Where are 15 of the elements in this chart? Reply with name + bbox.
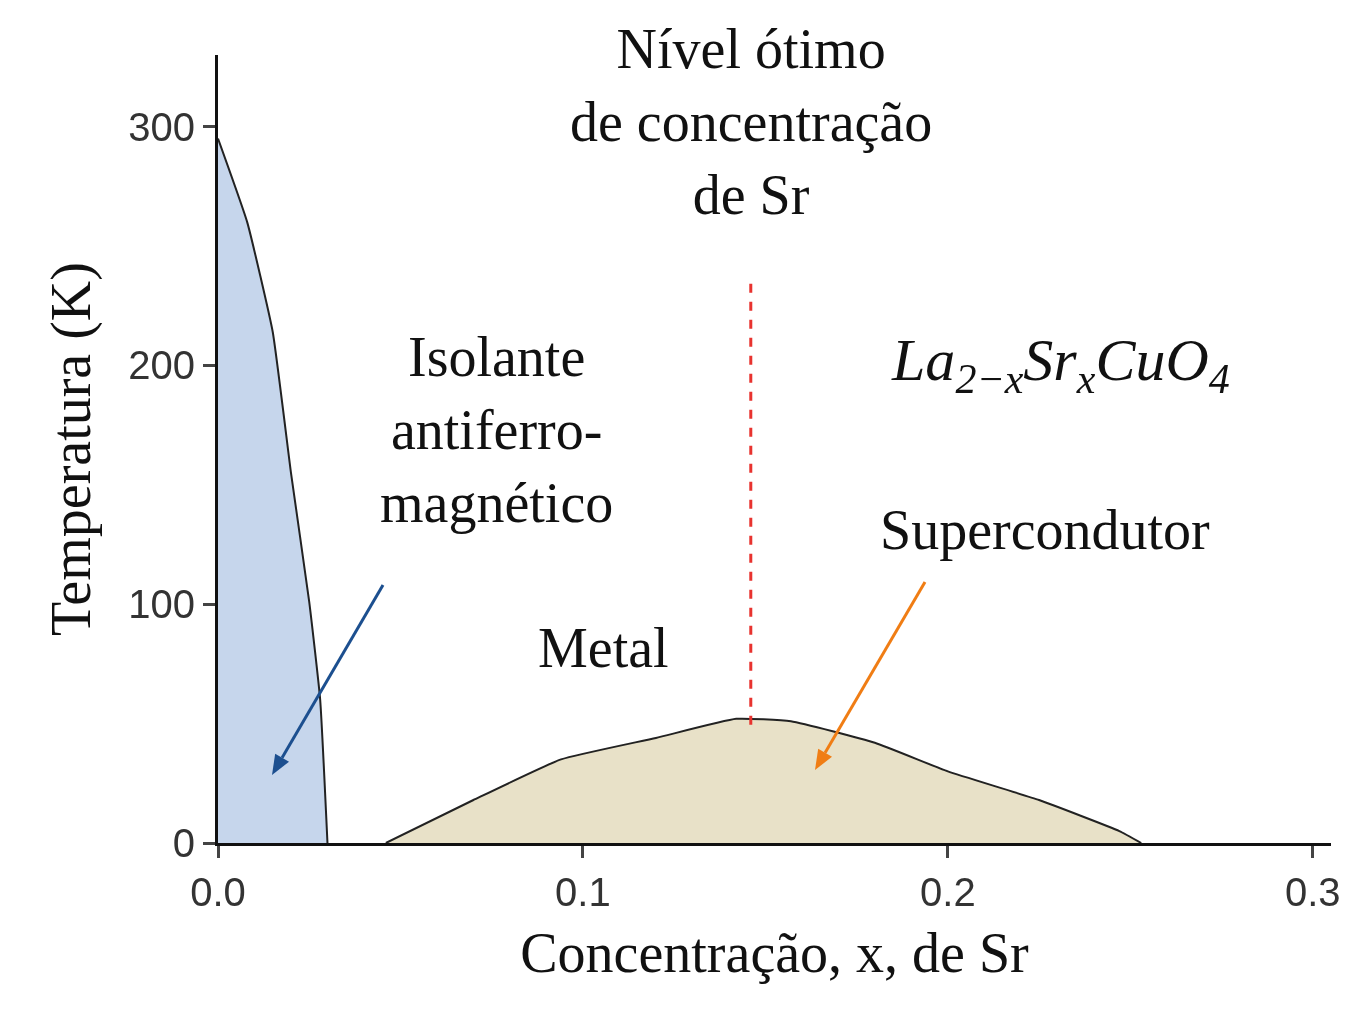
y-tick-label: 300 bbox=[128, 104, 195, 149]
y-tick-label: 0 bbox=[172, 821, 195, 865]
y-tick-label: 200 bbox=[128, 343, 195, 388]
x-tick-label: 0.3 bbox=[1284, 870, 1341, 914]
x-tick-label: 0.0 bbox=[190, 870, 246, 914]
annotation: La$_{2−x}$Sr$_{x}$CuO$_{4}$ bbox=[891, 327, 1230, 402]
x-axis-title: Concentração, x, de Sr bbox=[520, 921, 1030, 984]
x-tick-label: 0.2 bbox=[920, 870, 976, 914]
annotation: Isolante antiferro- magnético bbox=[380, 326, 614, 534]
annotation: Supercondutor bbox=[880, 499, 1211, 561]
x-tick-label: 0.1 bbox=[555, 870, 611, 914]
y-tick-label: 100 bbox=[128, 582, 195, 627]
annotation: Metal bbox=[538, 617, 669, 679]
ref-line-label: Nível ótimo de concentração de Sr bbox=[570, 18, 933, 226]
y-axis-title: Temperatura (K) bbox=[40, 262, 104, 636]
